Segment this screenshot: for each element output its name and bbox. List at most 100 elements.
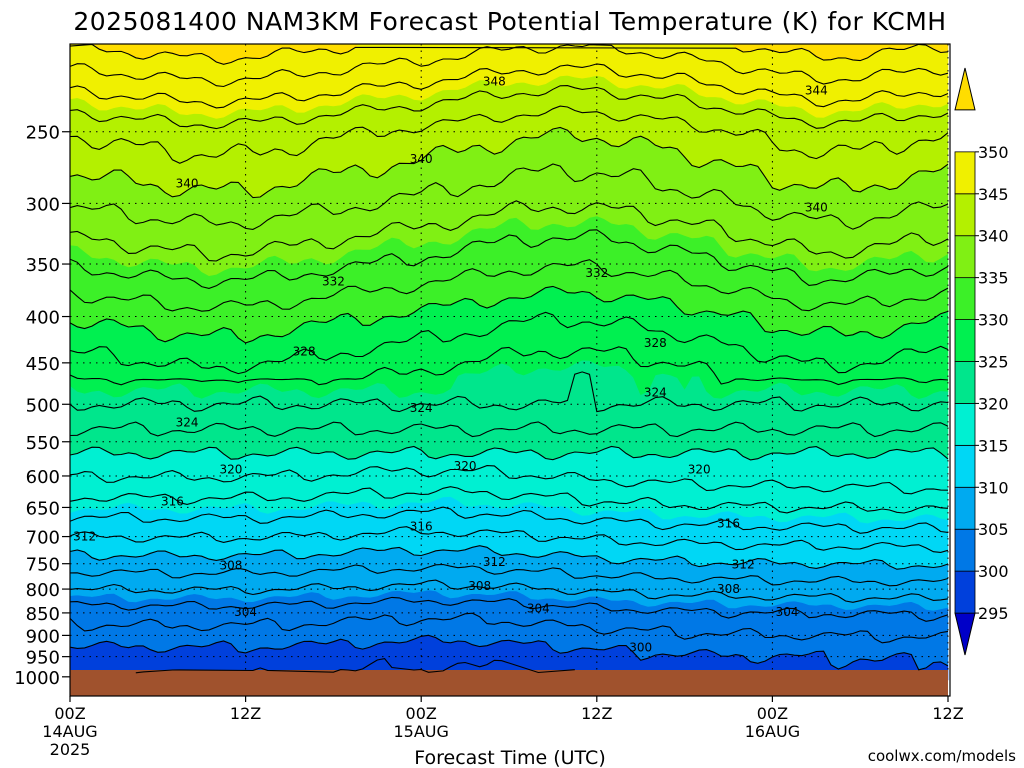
x-tick-label: 12Z <box>230 704 261 723</box>
contour-314 <box>70 506 949 534</box>
contour-label: 344 <box>805 83 828 97</box>
y-tick-label: 1000 <box>14 668 60 689</box>
contour-label: 304 <box>776 605 799 619</box>
contour-304 <box>70 596 949 622</box>
contour-318 <box>70 465 949 495</box>
colorbar-label: 325 <box>978 353 1009 372</box>
contour-320 <box>70 445 949 461</box>
x-tick-label: 00Z <box>757 704 788 723</box>
contour-label: 340 <box>410 152 433 166</box>
contour-336 <box>70 200 949 262</box>
colorbar-label: 300 <box>978 562 1009 581</box>
colorbar-cell <box>954 403 976 446</box>
colorbar-label: 350 <box>978 143 1009 162</box>
contour-310 <box>70 545 949 570</box>
contour-332 <box>70 259 949 312</box>
x-date-label: 16AUG <box>745 722 800 741</box>
ground-fill <box>70 670 948 696</box>
x-date-label: 15AUG <box>393 722 448 741</box>
contour-label: 324 <box>410 401 433 415</box>
y-tick-label: 700 <box>26 528 60 549</box>
contour-338 <box>70 163 949 230</box>
contour-312 <box>70 526 949 553</box>
y-tick-label: 250 <box>26 123 60 144</box>
contour-306 <box>70 579 949 603</box>
credit-text: coolwx.com/models <box>868 747 1016 765</box>
contour-302 <box>70 612 949 644</box>
colorbar-cell <box>954 319 976 362</box>
colorbar-cell <box>954 151 976 195</box>
contour-300 <box>70 634 949 671</box>
contour-label: 304 <box>527 601 550 615</box>
contour-298 <box>135 657 575 674</box>
contour-label: 312 <box>732 558 755 572</box>
y-tick-label: 950 <box>26 648 60 669</box>
contour-label: 328 <box>644 336 667 350</box>
contour-308 <box>70 563 949 587</box>
colorbar-max-arrow <box>954 67 976 111</box>
contour-330 <box>70 285 949 344</box>
y-tick-label: 300 <box>26 194 60 215</box>
colorbar-cell <box>954 570 976 614</box>
contour-labels: 348 344 340 340 340 332 332 328 328 324 324 324 320 3… <box>73 74 828 654</box>
x-tick-label: 12Z <box>932 704 963 723</box>
y-tick-label: 350 <box>26 255 60 276</box>
contour-label: 316 <box>717 516 740 530</box>
contour-326 <box>70 346 949 386</box>
y-tick-label: 900 <box>26 626 60 647</box>
contour-label: 328 <box>293 344 316 358</box>
contour-342 <box>70 105 949 164</box>
colorbar-label: 340 <box>978 227 1009 246</box>
contour-344 <box>70 85 949 130</box>
y-tick-label: 650 <box>26 498 60 519</box>
contour-label: 324 <box>176 416 199 430</box>
x-tick-label: 12Z <box>581 704 612 723</box>
colorbar-label: 315 <box>978 436 1009 455</box>
y-tick-label: 500 <box>26 395 60 416</box>
contour-label: 308 <box>220 558 243 572</box>
colorbar-label: 310 <box>978 478 1009 497</box>
y-tick-label: 600 <box>26 467 60 488</box>
colorbar: 295 300 305 310 315 320 325 330 335 340 345 350 <box>954 67 1009 656</box>
contour-label: 340 <box>176 176 199 190</box>
colorbar-cell <box>954 486 976 530</box>
colorbar-label: 345 <box>978 185 1009 204</box>
contour-label: 332 <box>585 266 608 280</box>
ground-layer <box>70 670 948 696</box>
x-date-label: 14AUG <box>42 722 97 741</box>
contour-label: 340 <box>805 200 828 214</box>
contour-label: 304 <box>234 605 257 619</box>
x-axis-label: Forecast Time (UTC) <box>414 747 605 768</box>
x-year-label: 2025 <box>50 740 91 759</box>
contour-label: 320 <box>688 462 711 476</box>
theta-color-bands <box>70 44 949 681</box>
colorbar-label: 335 <box>978 269 1009 288</box>
colorbar-label: 305 <box>978 520 1009 539</box>
contour-label: 320 <box>220 462 243 476</box>
contour-340 <box>70 126 949 199</box>
colorbar-cell <box>954 444 976 488</box>
contour-324 <box>70 371 949 413</box>
contour-label: 312 <box>483 555 506 569</box>
contour-316 <box>70 486 949 514</box>
contour-346 <box>70 63 949 109</box>
contour-label: 312 <box>73 530 96 544</box>
chart-title: 2025081400 NAM3KM Forecast Potential Tem… <box>73 7 946 36</box>
colorbar-label: 320 <box>978 394 1009 413</box>
contour-label: 332 <box>322 275 345 289</box>
contour-350 <box>70 44 949 65</box>
colorbar-label: 330 <box>978 311 1009 330</box>
colorbar-cell <box>954 235 976 279</box>
theta-contours <box>70 44 949 674</box>
contour-label: 308 <box>468 579 491 593</box>
colorbar-cell <box>954 528 976 572</box>
colorbar-cell <box>954 277 976 320</box>
x-tick-label: 00Z <box>406 704 437 723</box>
colorbar-cell <box>954 193 976 237</box>
y-tick-label: 550 <box>26 433 60 454</box>
contour-label: 316 <box>161 494 184 508</box>
y-tick-label: 750 <box>26 555 60 576</box>
plot-frame <box>69 43 951 697</box>
